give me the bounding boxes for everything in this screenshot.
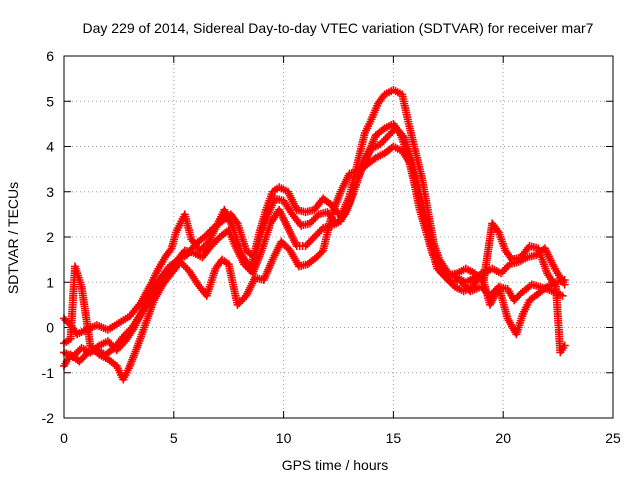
data-point (376, 140, 385, 149)
data-point-interp (181, 263, 190, 272)
chart-title: Day 229 of 2014, Sidereal Day-to-day VTE… (83, 20, 594, 36)
data-point-interp (78, 353, 87, 362)
data-point-interp (394, 127, 403, 136)
data-point-interp (236, 297, 245, 306)
x-tick-label: 15 (386, 430, 402, 446)
data-point-interp (280, 241, 289, 250)
data-point-interp (381, 134, 390, 143)
x-tick-label: 20 (495, 430, 511, 446)
data-point-interp (105, 338, 114, 347)
x-axis-label: GPS time / hours (282, 457, 389, 473)
data-point (497, 269, 506, 278)
data-point-interp (447, 279, 456, 288)
y-tick-label: 1 (46, 274, 54, 290)
data-point-interp (238, 295, 247, 304)
y-tick-label: 2 (46, 229, 54, 245)
y-tick-label: 4 (46, 139, 54, 155)
data-point-interp (80, 352, 89, 361)
data-point-interp (472, 271, 481, 280)
data-point-interp (210, 238, 219, 247)
data-point (200, 233, 209, 241)
data-point-interp (308, 234, 317, 243)
data-point-interp (122, 328, 131, 337)
data-point-interp (204, 229, 213, 238)
y-tick-label: -1 (42, 365, 55, 381)
data-point-interp (377, 138, 386, 147)
grid (64, 56, 613, 418)
data-point (310, 233, 319, 241)
data-point-interp (197, 244, 206, 253)
data-point-interp (493, 226, 502, 235)
data-point-interp (305, 238, 314, 247)
plot-frame (63, 55, 614, 419)
data-point-interp (77, 355, 86, 364)
data-point (207, 242, 216, 251)
x-tick-label: 25 (605, 430, 621, 446)
data-point-interp (201, 241, 210, 250)
data-point-interp (498, 267, 507, 276)
data-point-interp (243, 263, 252, 272)
y-tick-label: 6 (46, 48, 54, 64)
data-point-interp (307, 217, 316, 226)
data-point (560, 275, 569, 284)
x-tick-label: 5 (170, 430, 178, 446)
data-point-interp (303, 240, 312, 249)
data-points (60, 85, 569, 384)
data-point-interp (235, 299, 244, 308)
data-point-interp (232, 217, 241, 226)
y-tick-label: 0 (46, 320, 54, 336)
data-point-interp (212, 236, 221, 245)
data-point (75, 357, 84, 366)
data-point-interp (445, 277, 454, 286)
data-point (560, 341, 569, 350)
data-point-interp (166, 246, 175, 255)
data-point (240, 260, 249, 269)
data-point-interp (312, 231, 321, 240)
y-tick-label: 3 (46, 184, 54, 200)
data-point-interp (379, 136, 388, 145)
data-point (233, 300, 242, 309)
y-tick-label: -2 (42, 410, 55, 426)
y-tick-label: 5 (46, 93, 54, 109)
data-point (305, 219, 314, 228)
data-point-interp (179, 261, 188, 270)
data-point-interp (208, 240, 217, 249)
data-point-interp (199, 242, 208, 251)
data-point (277, 237, 286, 246)
data-point (470, 269, 479, 278)
data-point-interp (121, 330, 130, 339)
x-tick-label: 10 (276, 430, 292, 446)
data-point-interp (178, 259, 187, 268)
data-point-interp (313, 229, 322, 238)
data-point-interp (279, 239, 288, 248)
data-point (103, 337, 112, 346)
data-point-interp (474, 272, 483, 281)
data-point-interp (282, 242, 291, 251)
data-point-interp (205, 227, 214, 236)
data-point-interp (202, 231, 211, 240)
data-point-interp (124, 327, 133, 336)
data-point-interp (315, 227, 324, 236)
data-point-interp (309, 215, 318, 224)
data-point (301, 242, 310, 251)
data-point-interp (241, 261, 250, 270)
data-point (119, 332, 128, 341)
data-point-interp (311, 213, 320, 222)
data-point-interp (500, 265, 509, 274)
data-point-interp (502, 263, 511, 272)
y-axis-label: SDTVAR / TECUs (5, 182, 21, 294)
data-point-interp (306, 236, 315, 245)
x-tick-label: 0 (60, 430, 68, 446)
data-point-interp (74, 347, 83, 356)
